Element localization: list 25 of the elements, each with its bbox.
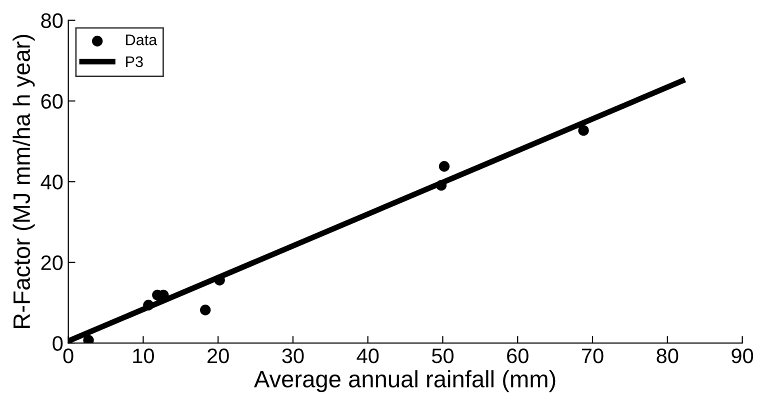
point bbox=[438, 161, 450, 172]
x-tick-label: 40 bbox=[356, 348, 379, 364]
y-tick-label: 80 bbox=[41, 13, 63, 28]
x-tick-label: 70 bbox=[582, 348, 604, 364]
x-tick-label: 80 bbox=[656, 348, 678, 364]
point bbox=[143, 300, 154, 310]
point bbox=[578, 125, 589, 136]
point bbox=[436, 180, 447, 191]
legend-label: P3 bbox=[126, 56, 143, 68]
x-tick-label: 60 bbox=[507, 348, 528, 364]
legend-label: Data bbox=[126, 34, 158, 46]
x-tick-label: 0 bbox=[63, 348, 74, 364]
x-tick-label: 90 bbox=[732, 348, 754, 364]
y-tick-label: 20 bbox=[41, 255, 63, 270]
y-tick-label: 0 bbox=[52, 336, 63, 351]
point bbox=[83, 334, 94, 344]
x-tick-label: 50 bbox=[432, 348, 454, 364]
y-axis-title: R-Factor (MJ mm/ha h year) bbox=[12, 34, 35, 328]
x-tick-label: 20 bbox=[208, 348, 229, 364]
y-tick-label: 60 bbox=[41, 94, 63, 109]
point bbox=[200, 304, 211, 316]
x-tick-label: 10 bbox=[133, 348, 154, 364]
x-tick-label: 30 bbox=[282, 348, 304, 364]
y-tick-label: 40 bbox=[40, 174, 63, 190]
x-axis-title: Average annual rainfall (mm) bbox=[254, 370, 556, 392]
